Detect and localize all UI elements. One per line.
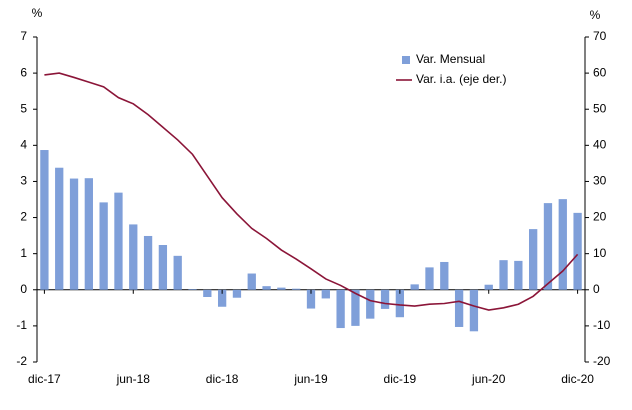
bar [173, 255, 182, 290]
y2-tick-label: 10 [593, 246, 607, 260]
bar [55, 167, 64, 290]
bar [306, 289, 316, 309]
bar [69, 178, 79, 290]
bar [573, 212, 582, 290]
y-tick-label: -2 [16, 354, 27, 368]
bar [247, 273, 256, 290]
y-tick-label: 3 [20, 174, 27, 188]
bar [366, 289, 375, 319]
bar [410, 284, 419, 290]
bar [84, 178, 93, 290]
bar [188, 289, 197, 290]
bar [454, 289, 464, 327]
legend-label: Var. i.a. (eje der.) [416, 72, 507, 86]
bar [99, 202, 108, 290]
bar [351, 289, 360, 326]
x-tick-label: dic-17 [28, 372, 61, 386]
x-tick-label: dic-20 [561, 372, 594, 386]
bar [203, 289, 212, 297]
bar [336, 289, 345, 329]
bar [514, 260, 523, 290]
y-tick-label: -1 [16, 318, 27, 332]
y2-tick-label: 30 [593, 174, 607, 188]
bar [440, 261, 449, 290]
y-tick-label: 6 [20, 65, 27, 79]
legend-swatch [402, 56, 410, 64]
y2-tick-label: -10 [593, 318, 611, 332]
y-tick-label: 5 [20, 101, 27, 115]
bar [277, 287, 286, 290]
y2-tick-label: 0 [593, 282, 600, 296]
x-tick-label: dic-19 [384, 372, 417, 386]
y-tick-label: 1 [20, 246, 27, 260]
bar [543, 203, 553, 290]
bar [395, 289, 405, 318]
bar [40, 150, 49, 290]
bar [425, 267, 434, 290]
y-tick-label: 2 [20, 210, 27, 224]
bar [529, 229, 538, 290]
y2-axis-label: % [590, 8, 601, 22]
bar [321, 289, 330, 299]
y-axis-label: % [32, 6, 43, 20]
bar [262, 286, 271, 290]
bar [114, 192, 123, 290]
y-tick-label: 4 [20, 138, 27, 152]
x-tick-label: jun-19 [293, 372, 328, 386]
legend-label: Var. Mensual [416, 52, 485, 66]
bar [484, 284, 493, 290]
x-tick-label: jun-20 [471, 372, 506, 386]
bar [380, 289, 390, 309]
bar [217, 289, 227, 307]
y2-tick-label: -20 [593, 354, 611, 368]
y2-tick-label: 50 [593, 101, 607, 115]
y-tick-label: 0 [20, 282, 27, 296]
bar [292, 288, 301, 290]
x-tick-label: jun-18 [116, 372, 151, 386]
y2-tick-label: 70 [593, 29, 607, 43]
line [44, 72, 579, 311]
bar [499, 260, 508, 290]
y2-tick-label: 20 [593, 210, 607, 224]
bar [469, 289, 479, 332]
bar [158, 245, 168, 290]
bar [232, 289, 242, 298]
bar [558, 199, 567, 290]
y-tick-label: 7 [20, 29, 27, 43]
bar [129, 224, 138, 290]
y2-tick-label: 60 [593, 65, 607, 79]
y2-tick-label: 40 [593, 138, 607, 152]
bar [143, 235, 153, 290]
x-tick-label: dic-18 [206, 372, 239, 386]
